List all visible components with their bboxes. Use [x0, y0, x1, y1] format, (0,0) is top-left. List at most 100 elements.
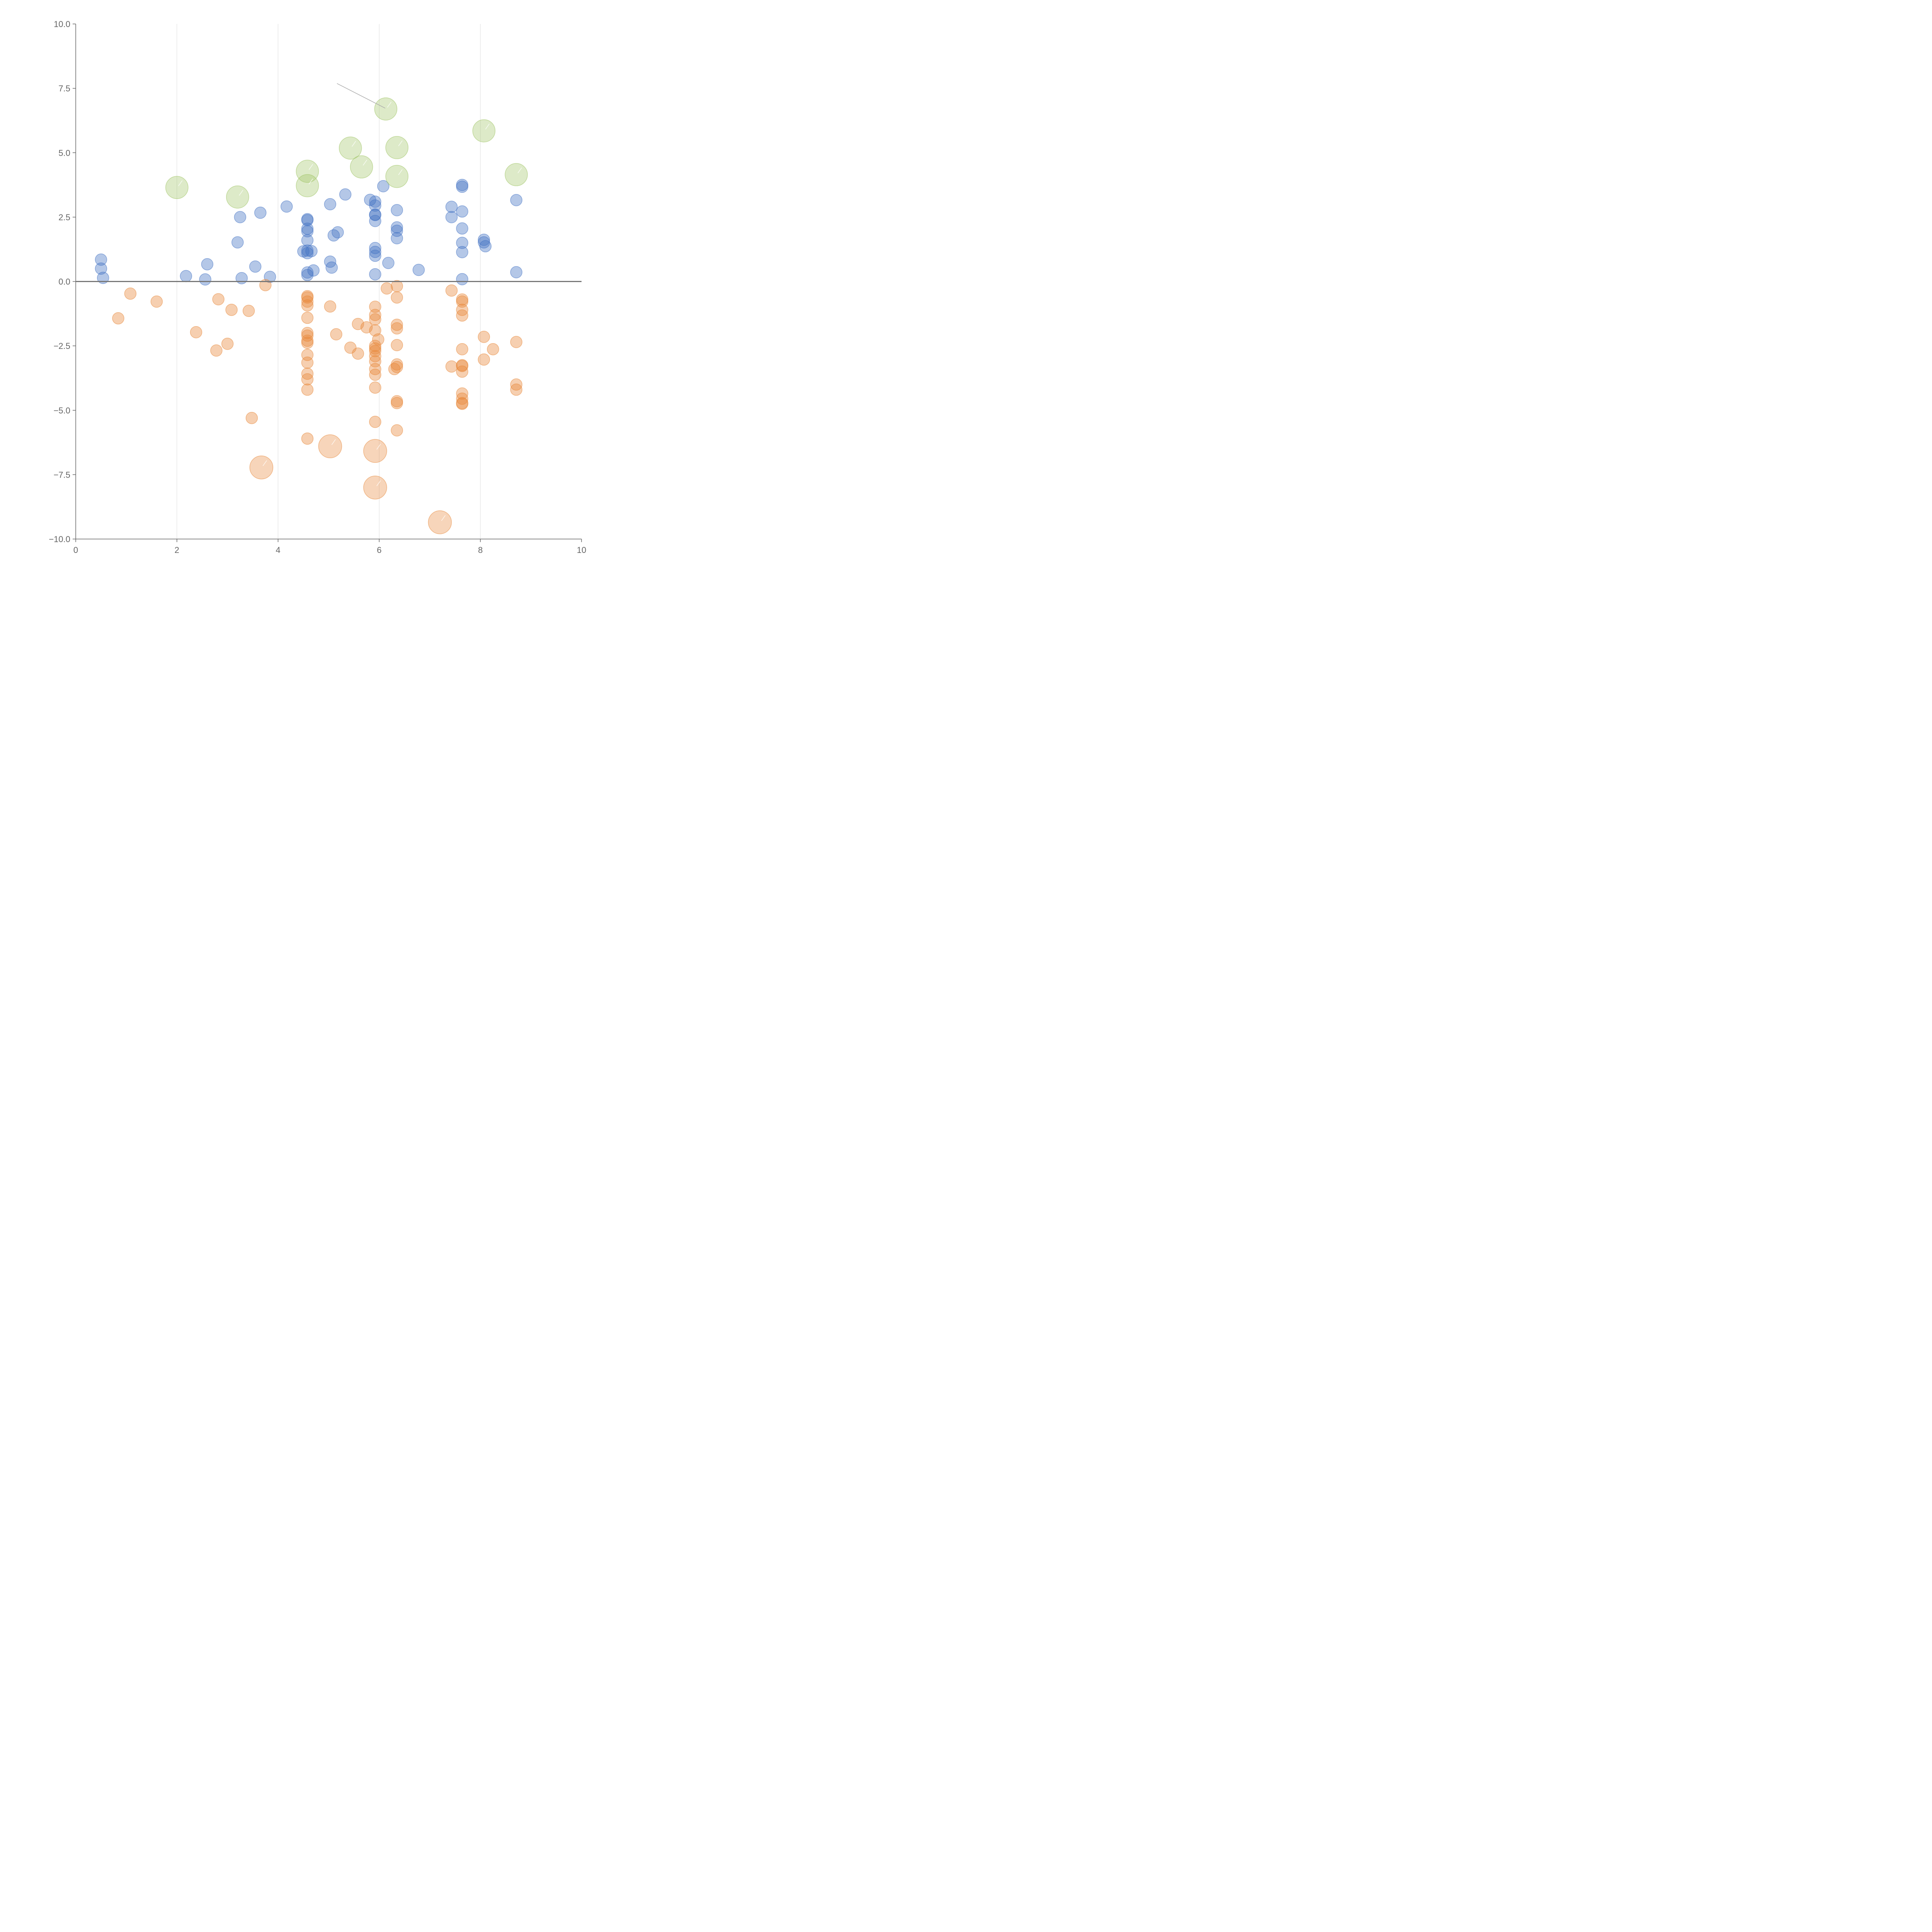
highlight-point — [363, 439, 387, 463]
y-ticks: 10.0 7.5 5.0 2.5 0.0 −2.5 −5.0 −7.5 −10.0 — [49, 19, 76, 544]
data-point — [510, 383, 522, 396]
y-tick-label: −7.5 — [54, 470, 70, 480]
data-point — [190, 326, 202, 338]
data-point — [391, 339, 403, 351]
data-point — [445, 284, 458, 297]
label-stub — [352, 141, 356, 147]
data-point — [456, 205, 468, 218]
data-point — [456, 366, 468, 378]
data-point — [180, 270, 192, 282]
y-tick-label: −5.0 — [54, 406, 70, 415]
label-stub — [262, 460, 267, 466]
reference-lines — [76, 83, 582, 282]
highlight-point — [249, 455, 274, 480]
data-point — [259, 279, 272, 291]
highlight-point — [385, 136, 408, 159]
data-point — [456, 398, 468, 410]
data-point — [324, 198, 337, 211]
data-point — [301, 432, 314, 445]
data-point — [456, 393, 468, 405]
y-tick-label: 5.0 — [58, 148, 70, 158]
data-point — [369, 350, 381, 362]
label-stub — [362, 160, 367, 166]
data-point — [369, 369, 381, 381]
data-point — [150, 295, 163, 308]
data-point — [301, 269, 314, 281]
data-point — [391, 291, 403, 304]
scatter-chart: 0 2 4 6 8 10 10.0 7.5 5.0 2.5 0.0 −2.5 −5.0 −7.5 −10.… — [49, 19, 586, 555]
data-point — [199, 273, 211, 286]
x-tick-label: 2 — [175, 545, 179, 555]
label-stub — [239, 190, 243, 196]
data-point — [369, 381, 381, 394]
data-point — [254, 206, 267, 219]
data-point — [234, 211, 247, 223]
y-tick-label: −2.5 — [54, 341, 70, 351]
x-tick-label: 0 — [73, 545, 78, 555]
data-point — [225, 304, 238, 316]
data-point — [369, 215, 381, 227]
label-stub — [485, 124, 490, 130]
data-point — [301, 295, 314, 308]
data-point — [445, 211, 458, 223]
highlight-point — [350, 155, 373, 179]
data-point — [456, 236, 468, 249]
data-point — [456, 180, 468, 193]
data-point — [369, 199, 381, 212]
x-tick-label: 8 — [478, 545, 483, 555]
data-point — [369, 415, 381, 428]
data-point — [369, 246, 381, 258]
highlight-point — [428, 510, 452, 534]
data-point — [201, 258, 214, 270]
data-point — [352, 347, 364, 360]
data-point — [327, 229, 340, 242]
data-point — [478, 353, 490, 366]
data-point — [456, 273, 468, 286]
data-point — [369, 340, 381, 352]
x-ticks: 0 2 4 6 8 10 — [73, 539, 586, 555]
data-point — [445, 201, 458, 213]
highlight-point — [318, 434, 342, 458]
data-point — [369, 345, 381, 357]
data-point — [381, 282, 393, 295]
label-stub — [308, 179, 313, 184]
data-points — [95, 97, 528, 534]
data-point — [301, 244, 314, 257]
data-point — [339, 188, 352, 201]
highlight-point — [385, 165, 408, 188]
data-point — [330, 328, 342, 340]
data-point — [445, 360, 458, 373]
data-point — [487, 343, 499, 355]
data-point — [456, 246, 468, 259]
label-stub — [308, 164, 313, 170]
highlight-point — [505, 163, 528, 186]
data-point — [305, 245, 318, 257]
data-point — [391, 358, 403, 371]
data-point — [281, 200, 293, 213]
data-point — [242, 304, 255, 317]
data-point — [479, 240, 492, 252]
data-point — [377, 180, 389, 192]
data-point — [369, 313, 381, 326]
data-point — [307, 264, 320, 277]
data-point — [301, 299, 314, 312]
data-point — [301, 214, 314, 226]
y-tick-label: 2.5 — [58, 213, 70, 222]
data-point — [391, 224, 403, 237]
data-point — [391, 361, 403, 373]
data-point — [456, 387, 468, 400]
highlight-point — [374, 97, 398, 121]
data-point — [369, 309, 381, 321]
data-point — [332, 226, 344, 238]
data-point — [301, 225, 314, 238]
data-point — [301, 383, 314, 396]
label-stub — [398, 140, 403, 146]
leader-line — [337, 83, 386, 109]
data-point — [510, 336, 522, 348]
highlight-point — [339, 136, 362, 160]
data-point — [456, 309, 468, 322]
highlight-point — [363, 475, 387, 500]
data-point — [112, 312, 124, 325]
label-stub — [331, 439, 336, 445]
data-point — [391, 322, 403, 335]
